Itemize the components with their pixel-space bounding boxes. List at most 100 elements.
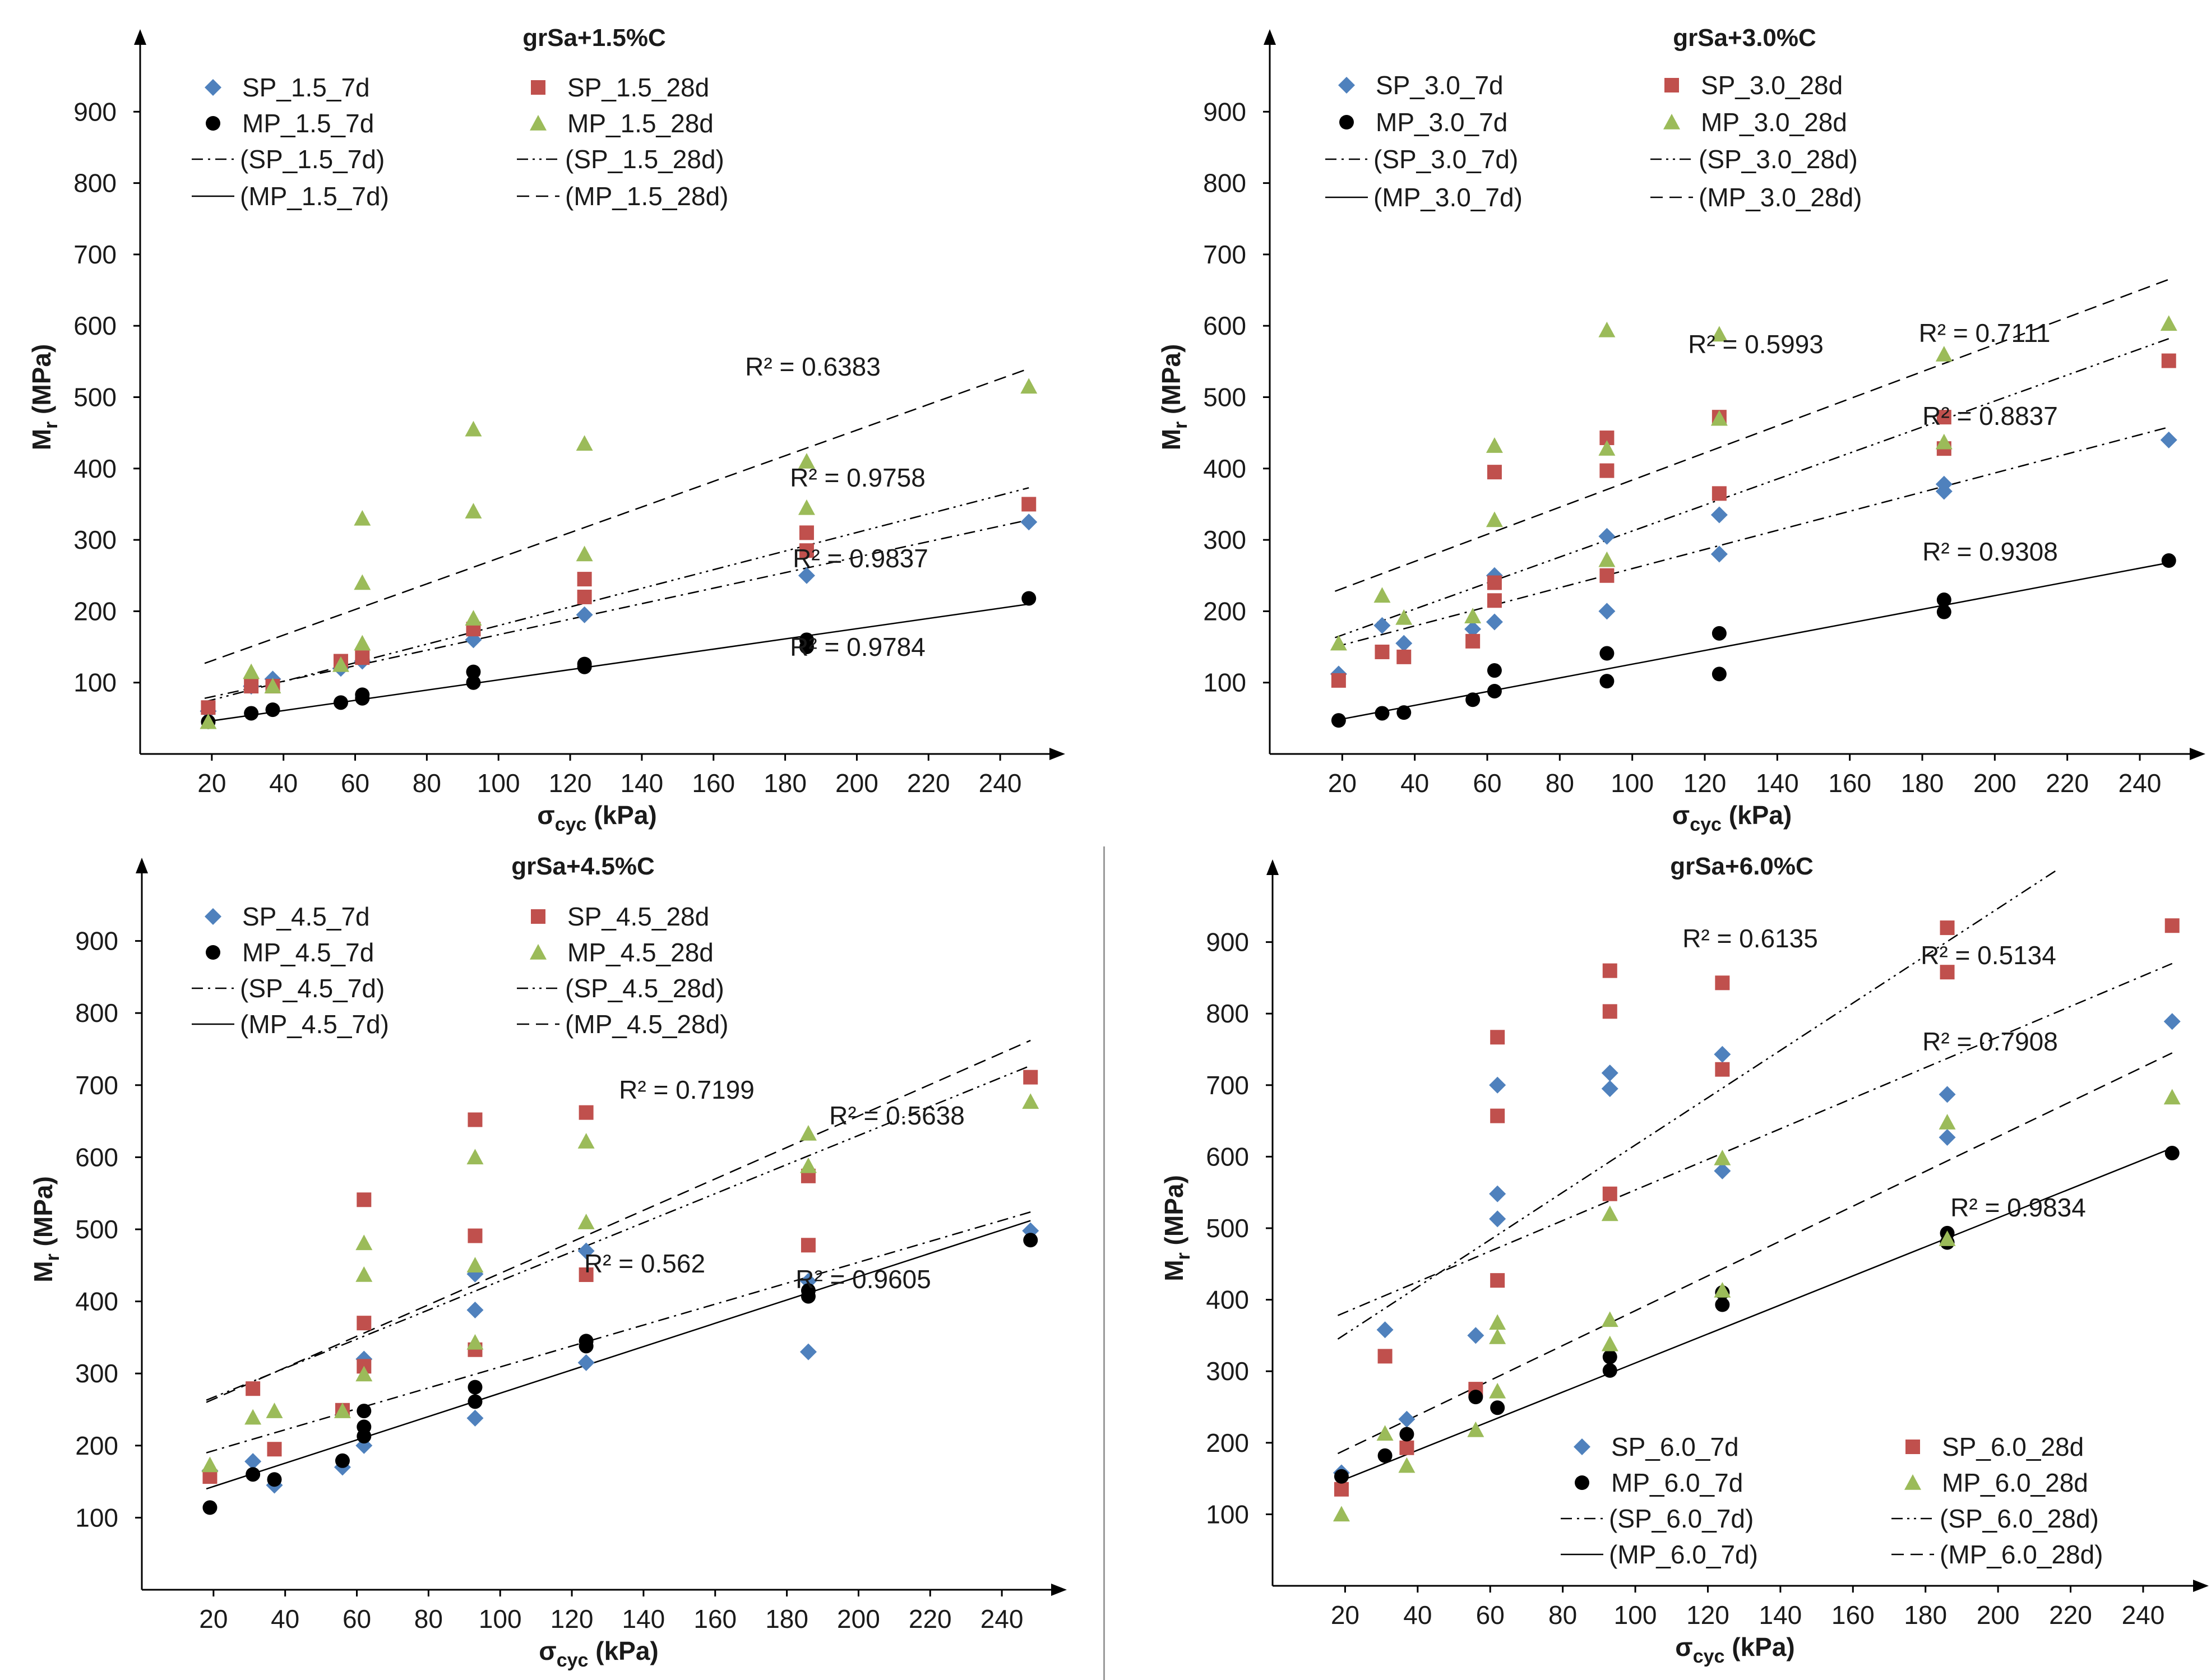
legend-label: SP_3.0_7d [1376, 71, 1504, 100]
point-mp-6-0-7d [1377, 1448, 1393, 1463]
fit-line-sp-3-0-28d [1334, 337, 2170, 638]
point-sp-4-5-7d [799, 1272, 817, 1290]
x-tick-label: 160 [693, 1604, 737, 1633]
chart-svg: 100 200 300 400 500 600 700 800 900 20 40 60 80 100 12… [1157, 24, 2205, 835]
x-tick-label: 20 [1331, 1600, 1359, 1630]
legend-label: (SP_1.5_7d) [240, 145, 385, 174]
x-tick-label: 220 [2046, 769, 2089, 798]
point-sp-6-0-7d [2163, 1013, 2181, 1030]
point-mp-4-5-7d [267, 1472, 282, 1487]
legend-marker-sp-6-0-7d [1574, 1438, 1590, 1455]
fit-line-mp-4-5-28d [206, 1039, 1031, 1403]
legend-label: (MP_3.0_7d) [1373, 183, 1523, 212]
r2-label-sp-1-5-7d: R² = 0.9837 [793, 544, 928, 573]
chart-svg: 100 200 300 400 500 600 700 800 900 20 40 60 80 100 12… [27, 24, 1065, 835]
x-tick-label: 80 [1546, 769, 1574, 798]
point-mp-4-5-7d [1023, 1233, 1038, 1248]
y-tick-label: 900 [73, 97, 117, 126]
point-mp-3-0-7d [1396, 705, 1412, 720]
point-sp-6-0-28d [1377, 1349, 1393, 1364]
x-tick-label: 100 [1611, 769, 1654, 798]
x-tick-label: 40 [1403, 1600, 1432, 1630]
point-mp-3-0-7d [1375, 706, 1390, 721]
point-mp-3-0-7d [1936, 604, 1951, 619]
r2-label-mp-6-0-7d: R² = 0.9834 [1950, 1193, 2086, 1222]
point-sp-6-0-7d [1601, 1065, 1618, 1082]
legend-marker-mp-4-5-28d [530, 944, 547, 960]
x-tick-label: 80 [1548, 1600, 1577, 1630]
series-mp-3-0-7d [1331, 553, 2176, 728]
legend-label: (SP_3.0_28d) [1699, 145, 1858, 174]
point-mp-1-5-28d [465, 503, 482, 519]
series-mp-4-5-7d [202, 1233, 1038, 1515]
legend-label: (SP_4.5_28d) [565, 974, 724, 1003]
point-mp-1-5-7d [333, 695, 348, 710]
legend-label: (MP_3.0_28d) [1699, 183, 1862, 212]
point-mp-3-0-7d [1712, 626, 1727, 641]
legend-label: (MP_1.5_28d) [565, 182, 729, 211]
point-mp-4-5-7d [357, 1419, 372, 1434]
point-mp-3-0-28d [1486, 437, 1503, 453]
x-tick-label: 20 [1328, 769, 1357, 798]
legend-label: MP_6.0_7d [1611, 1468, 1743, 1497]
point-mp-3-0-28d [1373, 587, 1391, 603]
point-sp-6-0-28d [1490, 1108, 1505, 1123]
point-sp-3-0-28d [1599, 568, 1615, 583]
legend: SP_6.0_7d SP_6.0_28d MP_6.0_7d MP_6.0_28d (S… [1561, 1432, 2103, 1569]
x-tick-label: 120 [551, 1604, 594, 1633]
x-tick-label: 120 [1686, 1600, 1729, 1630]
point-sp-3-0-28d [1375, 644, 1390, 659]
series-sp-3-0-28d [1331, 353, 2176, 688]
y-tick-label: 100 [1206, 1499, 1249, 1529]
legend-label: SP_1.5_28d [567, 73, 709, 102]
point-mp-4-5-7d [335, 1453, 350, 1468]
legend-marker-mp-1-5-7d [206, 116, 220, 131]
point-sp-4-5-28d [267, 1442, 282, 1457]
point-sp-6-0-7d [1489, 1076, 1506, 1094]
point-sp-6-0-28d [1940, 965, 1955, 980]
legend-label: (SP_4.5_7d) [240, 974, 385, 1003]
y-tick-label: 300 [73, 525, 117, 554]
point-sp-4-5-28d [579, 1105, 594, 1120]
point-mp-6-0-28d [1489, 1382, 1506, 1399]
point-mp-6-0-7d [1715, 1297, 1730, 1312]
point-sp-6-0-7d [1376, 1321, 1394, 1339]
point-sp-3-0-28d [1396, 649, 1412, 664]
fit-line-sp-4-5-28d [206, 1065, 1031, 1401]
point-mp-1-5-28d [1020, 378, 1038, 394]
x-tick-label: 220 [909, 1604, 952, 1633]
point-mp-4-5-28d [466, 1334, 484, 1350]
x-tick-label: 240 [2119, 769, 2162, 798]
x-tick-label: 140 [1759, 1600, 1802, 1630]
point-mp-6-0-7d [1468, 1390, 1483, 1405]
point-mp-3-0-28d [1464, 608, 1482, 624]
point-mp-1-5-28d [465, 420, 482, 437]
x-axis-arrow [1051, 1584, 1067, 1596]
x-tick-label: 240 [2122, 1600, 2165, 1630]
r2-label-sp-6-0-28d: R² = 0.6135 [1682, 924, 1818, 953]
legend-label: (SP_6.0_28d) [1940, 1504, 2099, 1533]
point-sp-6-0-7d [1939, 1128, 1956, 1146]
point-mp-3-0-28d [1935, 346, 1953, 362]
x-tick-label: 160 [692, 769, 735, 798]
x-axis-arrow [2190, 748, 2205, 760]
x-axis-title: σcyc (kPa) [1675, 1632, 1794, 1667]
point-mp-1-5-7d [799, 632, 814, 647]
y-tick-label: 600 [73, 311, 117, 340]
legend-label: SP_3.0_28d [1701, 71, 1843, 100]
legend: SP_3.0_7d SP_3.0_28d MP_3.0_7d MP_3.0_28d (S… [1325, 71, 1862, 212]
point-mp-3-0-7d [1936, 593, 1951, 608]
point-sp-3-0-7d [1486, 613, 1503, 631]
point-mp-4-5-28d [244, 1409, 262, 1425]
legend-marker-mp-6-0-7d [1575, 1475, 1589, 1490]
y-tick-label: 600 [1206, 1142, 1249, 1171]
point-sp-3-0-7d [1598, 603, 1616, 620]
point-mp-4-5-28d [577, 1214, 595, 1229]
point-sp-6-0-28d [1715, 975, 1730, 991]
chart-title: grSa+6.0%C [1670, 853, 1814, 880]
legend-label: (MP_4.5_28d) [565, 1010, 729, 1039]
point-mp-1-5-28d [243, 663, 260, 679]
legend-label: MP_6.0_28d [1942, 1468, 2088, 1497]
series-mp-1-5-28d [200, 378, 1038, 729]
point-sp-4-5-28d [357, 1316, 372, 1331]
